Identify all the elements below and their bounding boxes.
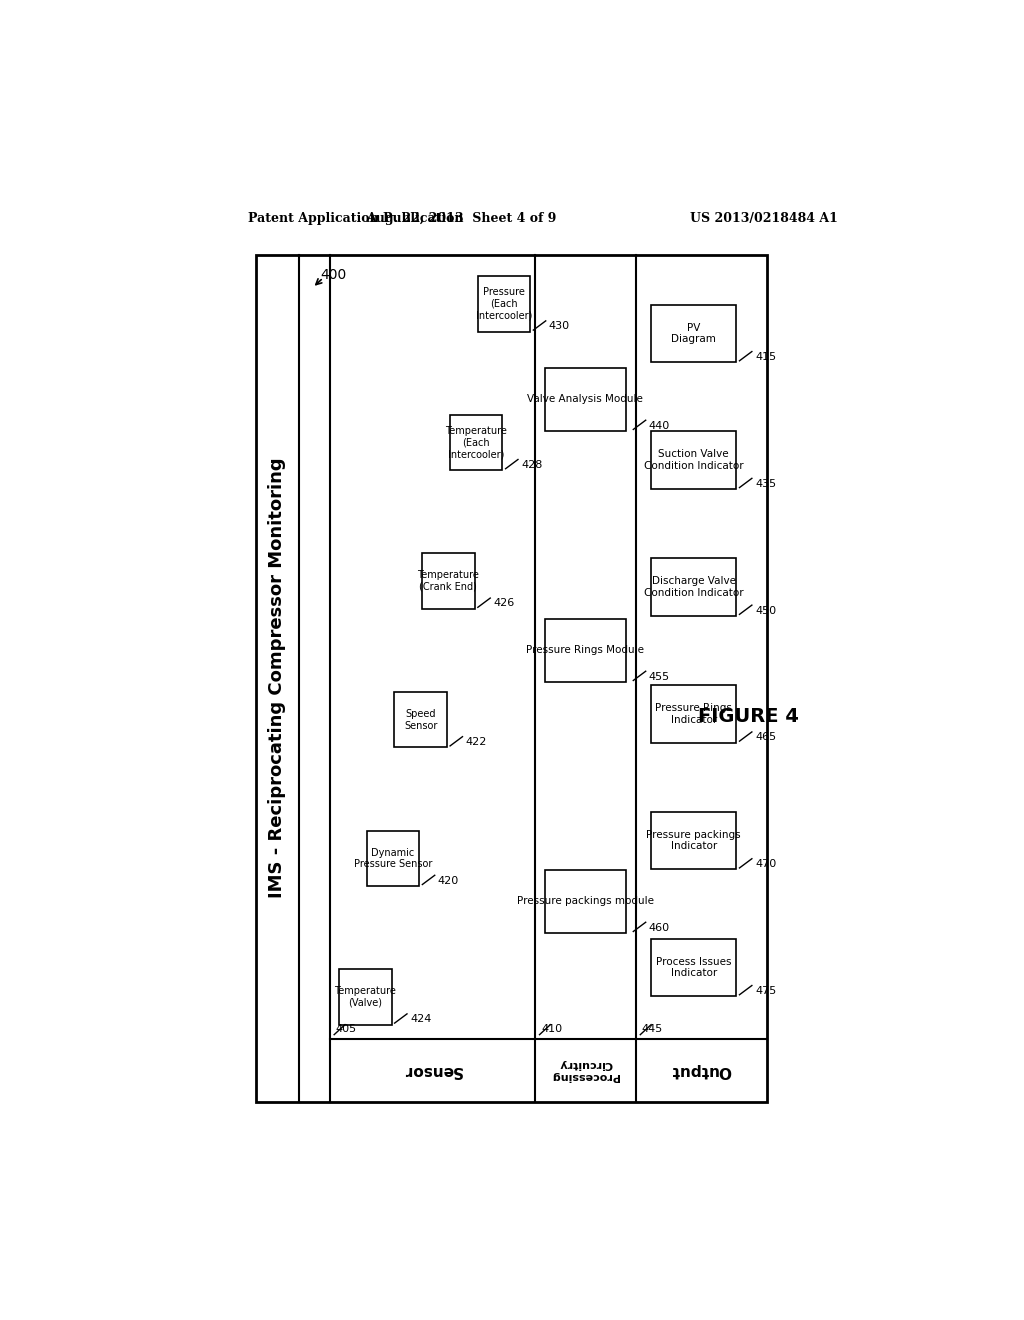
Text: 428: 428 bbox=[521, 459, 543, 470]
Bar bbox=[651, 812, 736, 870]
Bar bbox=[256, 255, 767, 1102]
Text: 400: 400 bbox=[321, 268, 346, 282]
Text: 424: 424 bbox=[410, 1014, 431, 1024]
Text: 460: 460 bbox=[649, 923, 670, 933]
Text: 440: 440 bbox=[649, 421, 670, 430]
Bar bbox=[339, 969, 391, 1024]
Bar bbox=[651, 305, 736, 362]
Text: 415: 415 bbox=[755, 352, 776, 362]
Text: Pressure packings
Indicator: Pressure packings Indicator bbox=[646, 830, 741, 851]
Bar bbox=[450, 414, 503, 470]
Text: Sensor: Sensor bbox=[402, 1063, 462, 1077]
Text: Valve Analysis Module: Valve Analysis Module bbox=[527, 395, 643, 404]
Text: Dynamic
Pressure Sensor: Dynamic Pressure Sensor bbox=[353, 847, 432, 869]
Bar bbox=[651, 432, 736, 490]
Text: 445: 445 bbox=[642, 1024, 664, 1035]
Text: 430: 430 bbox=[549, 321, 570, 331]
Bar bbox=[367, 830, 419, 886]
Text: 455: 455 bbox=[649, 672, 670, 681]
Text: Aug. 22, 2013  Sheet 4 of 9: Aug. 22, 2013 Sheet 4 of 9 bbox=[366, 213, 556, 224]
Text: 435: 435 bbox=[755, 479, 776, 488]
Text: Pressure packings module: Pressure packings module bbox=[517, 896, 653, 907]
Text: 410: 410 bbox=[541, 1024, 562, 1035]
Text: Temperature
(Crank End): Temperature (Crank End) bbox=[418, 570, 479, 591]
Text: 420: 420 bbox=[438, 875, 459, 886]
Text: Discharge Valve
Condition Indicator: Discharge Valve Condition Indicator bbox=[644, 577, 743, 598]
Bar bbox=[545, 368, 626, 430]
Text: 475: 475 bbox=[755, 986, 776, 995]
Bar bbox=[477, 276, 530, 331]
Text: Output: Output bbox=[672, 1063, 732, 1077]
Text: 405: 405 bbox=[336, 1024, 356, 1035]
Text: PV
Diagram: PV Diagram bbox=[672, 322, 716, 345]
Bar bbox=[394, 692, 447, 747]
Bar bbox=[651, 685, 736, 743]
Bar bbox=[545, 619, 626, 682]
Text: US 2013/0218484 A1: US 2013/0218484 A1 bbox=[689, 213, 838, 224]
Text: 422: 422 bbox=[466, 737, 487, 747]
Text: Temperature
(Each
Intercooler): Temperature (Each Intercooler) bbox=[445, 426, 507, 459]
Text: 465: 465 bbox=[755, 733, 776, 742]
Text: Pressure Rings
Indicator: Pressure Rings Indicator bbox=[655, 704, 732, 725]
Text: Processing
Circuitry: Processing Circuitry bbox=[551, 1059, 620, 1081]
Text: Pressure
(Each
Intercooler): Pressure (Each Intercooler) bbox=[476, 288, 532, 321]
Text: IMS - Reciprocating Compressor Monitoring: IMS - Reciprocating Compressor Monitorin… bbox=[268, 458, 286, 899]
Bar bbox=[651, 939, 736, 997]
Text: Temperature
(Valve): Temperature (Valve) bbox=[334, 986, 396, 1007]
Bar bbox=[545, 870, 626, 933]
Text: 426: 426 bbox=[494, 598, 515, 609]
Text: Patent Application Publication: Patent Application Publication bbox=[248, 213, 464, 224]
Text: 470: 470 bbox=[755, 859, 776, 869]
Bar bbox=[651, 558, 736, 616]
Text: 450: 450 bbox=[755, 606, 776, 615]
Bar bbox=[422, 553, 475, 609]
Text: Suction Valve
Condition Indicator: Suction Valve Condition Indicator bbox=[644, 449, 743, 471]
Text: FIGURE 4: FIGURE 4 bbox=[697, 708, 799, 726]
Text: Pressure Rings Module: Pressure Rings Module bbox=[526, 645, 644, 656]
Text: Process Issues
Indicator: Process Issues Indicator bbox=[656, 957, 731, 978]
Text: Speed
Sensor: Speed Sensor bbox=[403, 709, 437, 730]
